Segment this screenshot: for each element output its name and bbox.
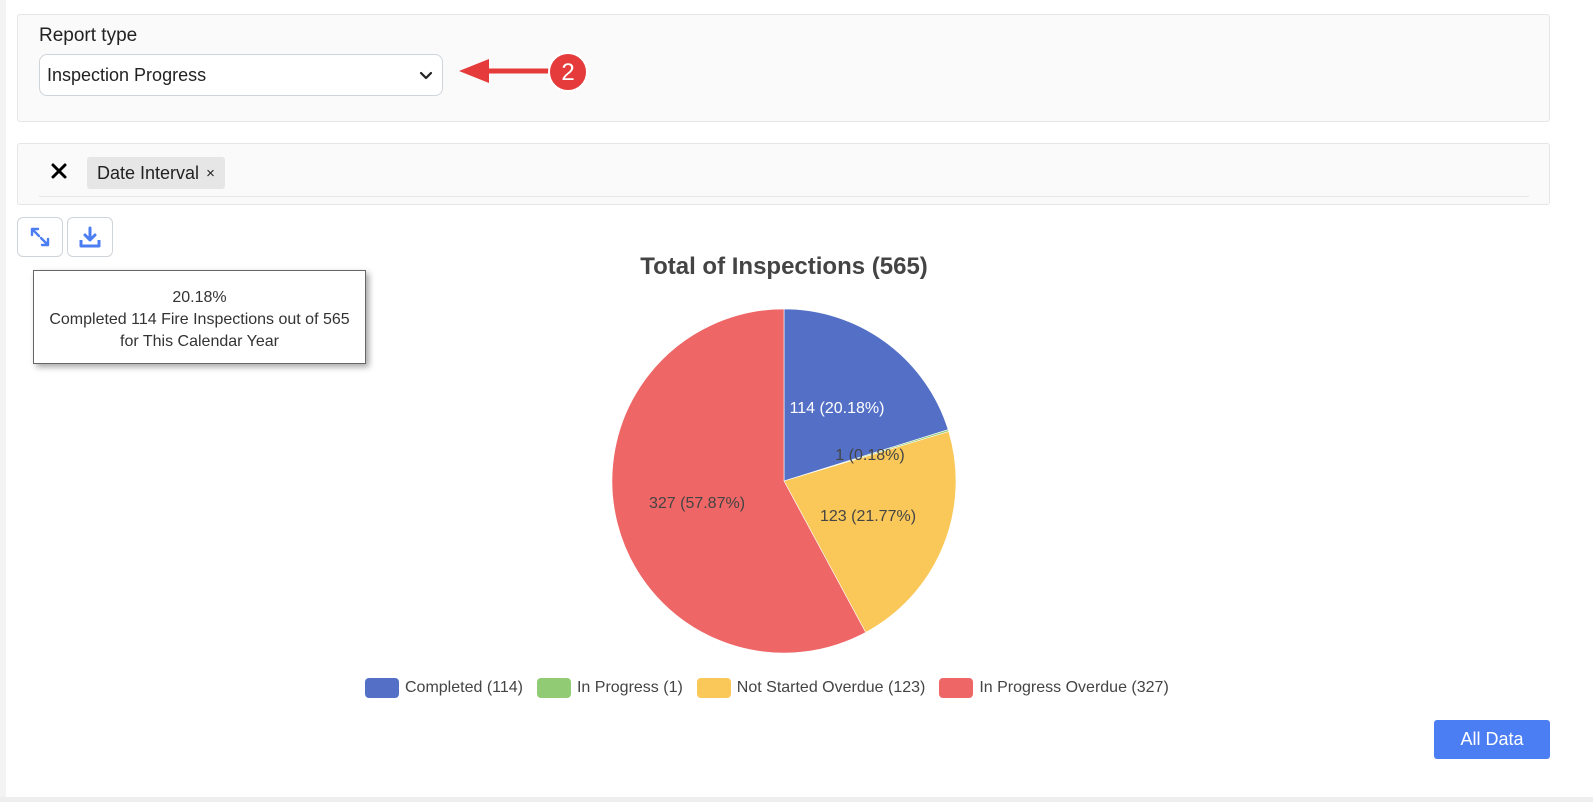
legend-label: Completed (114) <box>405 679 523 696</box>
legend-item[interactable]: Not Started Overdue (123) <box>696 678 926 698</box>
filter-chip-label: Date Interval <box>97 162 200 183</box>
filter-chip-date-interval[interactable]: Date Interval × <box>87 157 225 189</box>
download-icon <box>79 226 101 248</box>
chart-title: Total of Inspections (565) <box>640 253 928 280</box>
legend-item[interactable]: Completed (114) <box>365 678 523 698</box>
chevron-down-icon <box>419 71 433 80</box>
slice-data-label: 327 (57.87%) <box>649 495 745 512</box>
legend-label: In Progress Overdue (327) <box>979 679 1169 696</box>
slice-data-label: 123 (21.77%) <box>820 508 916 525</box>
legend-label: Not Started Overdue (123) <box>736 679 926 696</box>
expand-icon <box>30 227 50 247</box>
legend-item[interactable]: In Progress Overdue (327) <box>939 678 1169 698</box>
filter-bar: Date Interval × <box>17 143 1550 205</box>
all-data-button[interactable]: All Data <box>1434 720 1550 759</box>
report-type-value: Inspection Progress <box>47 65 207 85</box>
report-type-select[interactable]: Inspection Progress <box>39 54 443 96</box>
download-button[interactable] <box>67 217 113 257</box>
slice-not-started-overdue[interactable] <box>783 431 957 633</box>
annotation-step-number: 2 <box>561 59 574 86</box>
chart-tooltip: 20.18% Completed 114 Fire Inspections ou… <box>33 270 366 364</box>
filter-divider <box>39 196 1529 197</box>
remove-filter-icon[interactable]: × <box>206 164 215 182</box>
legend-label: In Progress (1) <box>576 679 683 696</box>
slice-in-progress-overdue[interactable] <box>611 308 867 654</box>
tooltip-percent: 20.18% <box>172 289 227 306</box>
expand-button[interactable] <box>17 217 63 257</box>
annotation-step-badge <box>548 52 588 92</box>
page-bottom-edge <box>0 797 1593 802</box>
clear-filters-icon[interactable] <box>50 162 68 180</box>
tooltip-period: for This Calendar Year <box>120 333 279 350</box>
slice-data-label: 114 (20.18%) <box>790 400 885 417</box>
legend-swatch <box>365 678 399 698</box>
legend-swatch <box>536 678 571 698</box>
legend-swatch <box>939 678 974 698</box>
step-annotation: 2 <box>459 52 588 92</box>
chart-legend: Completed (114) In Progress (1) Not Starte… <box>365 676 1183 700</box>
legend-item[interactable]: In Progress (1) <box>536 678 683 698</box>
page-left-edge <box>0 0 6 802</box>
slice-completed[interactable] <box>783 308 949 482</box>
tooltip-detail: Completed 114 Fire Inspections out of 56… <box>49 311 350 328</box>
report-type-label: Report type <box>39 25 138 46</box>
legend-swatch <box>696 678 731 698</box>
annotation-arrow-head <box>459 59 489 83</box>
slice-data-label: 1 (0.18%) <box>835 447 904 464</box>
report-type-panel: Report type Inspection Progress <box>17 14 1550 122</box>
